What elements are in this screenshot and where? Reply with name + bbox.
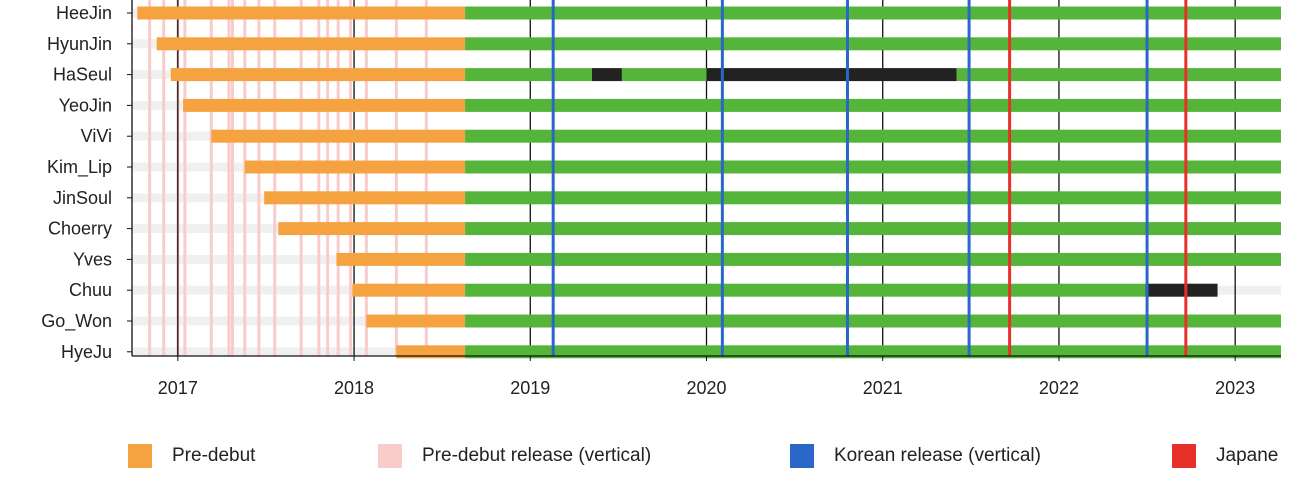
member-label: JinSoul	[53, 188, 112, 208]
x-tick-label: 2023	[1215, 378, 1255, 398]
active-bar	[465, 6, 1281, 20]
legend-item-pre-debut-release: Pre-debut release (vertical)	[378, 438, 651, 474]
member-label: Yves	[73, 249, 112, 269]
member-label: Chuu	[69, 280, 112, 300]
pre-debut-bar	[336, 252, 466, 266]
active-bar	[465, 314, 1281, 328]
member-label: ViVi	[81, 126, 112, 146]
active-bar	[465, 252, 1281, 266]
pre-debut-bar	[156, 37, 466, 51]
member-label: YeoJin	[59, 95, 112, 115]
hiatus-bar	[706, 68, 957, 82]
pre-debut-bar	[244, 160, 466, 174]
x-tick-label: 2022	[1039, 378, 1079, 398]
legend-swatch-pre-debut-release	[378, 444, 402, 468]
member-label: Choerry	[48, 219, 112, 239]
x-tick-label: 2021	[863, 378, 903, 398]
hiatus-bar	[591, 68, 622, 82]
member-label: HeeJin	[56, 3, 112, 23]
pre-debut-bar	[352, 283, 466, 297]
active-bar	[465, 68, 592, 82]
legend-label-pre-debut: Pre-debut	[172, 445, 256, 466]
pre-debut-bar	[137, 6, 466, 20]
active-bar	[465, 98, 1281, 112]
member-label: HaSeul	[53, 65, 112, 85]
pre-debut-bar	[211, 129, 466, 143]
active-bar	[465, 191, 1281, 205]
active-bar	[465, 129, 1281, 143]
pre-debut-bar	[278, 222, 466, 236]
chart-legend: Pre-debut Pre-debut release (vertical) K…	[0, 438, 1304, 474]
x-tick-label: 2017	[158, 378, 198, 398]
legend-swatch-japanese-release	[1172, 444, 1196, 468]
active-bar	[465, 283, 1146, 297]
x-tick-label: 2019	[510, 378, 550, 398]
pre-debut-bar	[396, 345, 466, 359]
legend-swatch-pre-debut	[128, 444, 152, 468]
hiatus-bar	[1145, 283, 1218, 297]
legend-label-korean-release: Korean release (vertical)	[834, 445, 1041, 466]
member-label: HyeJu	[61, 342, 112, 362]
member-label: Go_Won	[41, 311, 112, 332]
pre-debut-bar	[170, 68, 466, 82]
legend-label-pre-debut-release: Pre-debut release (vertical)	[422, 445, 652, 466]
legend-item-japanese-release: Japane	[1172, 438, 1278, 474]
legend-swatch-korean-release	[790, 444, 814, 468]
active-bar	[465, 160, 1281, 174]
x-tick-label: 2020	[686, 378, 726, 398]
legend-item-korean-release: Korean release (vertical)	[790, 438, 1041, 474]
active-bar	[465, 37, 1281, 51]
active-bar	[956, 68, 1281, 82]
member-label: Kim_Lip	[47, 157, 112, 178]
active-bar	[621, 68, 707, 82]
legend-label-japanese-release: Japane	[1216, 445, 1279, 466]
pre-debut-bar	[183, 98, 466, 112]
active-bar	[465, 345, 1281, 359]
active-bar	[465, 222, 1281, 236]
pre-debut-bar	[366, 314, 466, 328]
legend-item-pre-debut: Pre-debut	[128, 438, 255, 474]
x-tick-label: 2018	[334, 378, 374, 398]
pre-debut-bar	[264, 191, 466, 205]
member-label: HyunJin	[47, 34, 112, 54]
